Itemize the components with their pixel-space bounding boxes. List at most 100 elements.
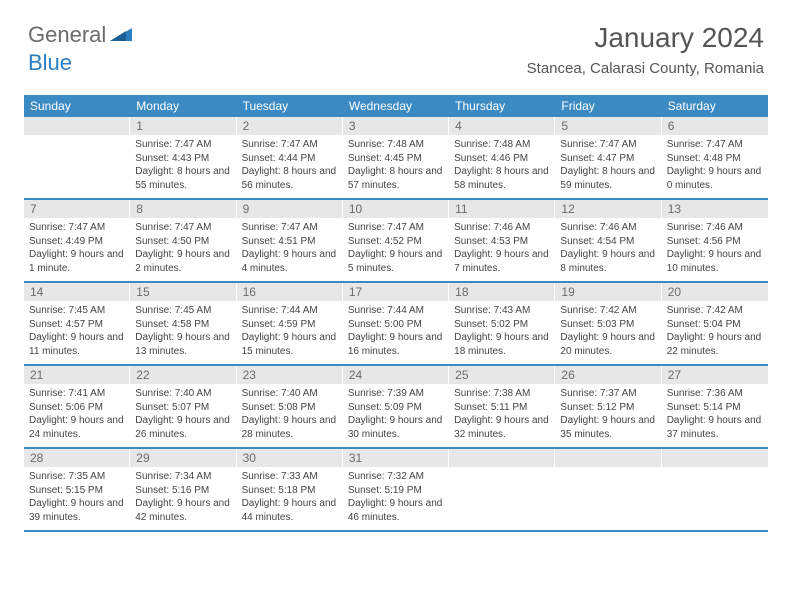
sunrise-text: Sunrise: 7:47 AM	[29, 221, 125, 235]
daylight-text: Daylight: 9 hours and 37 minutes.	[667, 414, 763, 441]
sunrise-text: Sunrise: 7:40 AM	[135, 387, 231, 401]
day-data: Sunrise: 7:40 AMSunset: 5:07 PMDaylight:…	[130, 384, 236, 447]
daylight-text: Daylight: 9 hours and 15 minutes.	[242, 331, 338, 358]
sunrise-text: Sunrise: 7:47 AM	[560, 138, 656, 152]
sunset-text: Sunset: 4:49 PM	[29, 235, 125, 249]
sunset-text: Sunset: 4:46 PM	[454, 152, 550, 166]
day-data: Sunrise: 7:45 AMSunset: 4:57 PMDaylight:…	[24, 301, 130, 364]
daylight-text: Daylight: 9 hours and 24 minutes.	[29, 414, 125, 441]
daylight-text: Daylight: 8 hours and 57 minutes.	[348, 165, 444, 192]
sunrise-text: Sunrise: 7:37 AM	[560, 387, 656, 401]
day-data: Sunrise: 7:47 AMSunset: 4:50 PMDaylight:…	[130, 218, 236, 281]
daylight-text: Daylight: 9 hours and 42 minutes.	[135, 497, 231, 524]
sunset-text: Sunset: 4:51 PM	[242, 235, 338, 249]
day-number: 23	[237, 366, 343, 384]
sunset-text: Sunset: 5:19 PM	[348, 484, 444, 498]
daylight-text: Daylight: 9 hours and 10 minutes.	[667, 248, 763, 275]
sunset-text: Sunset: 4:50 PM	[135, 235, 231, 249]
sunset-text: Sunset: 5:03 PM	[560, 318, 656, 332]
daylight-text: Daylight: 9 hours and 32 minutes.	[454, 414, 550, 441]
day-data: Sunrise: 7:47 AMSunset: 4:51 PMDaylight:…	[237, 218, 343, 281]
weekday-header: Monday	[130, 95, 236, 117]
month-title: January 2024	[527, 22, 764, 54]
day-number: 6	[662, 117, 768, 135]
sunset-text: Sunset: 4:56 PM	[667, 235, 763, 249]
sunset-text: Sunset: 4:57 PM	[29, 318, 125, 332]
location-subtitle: Stancea, Calarasi County, Romania	[527, 60, 764, 77]
sunrise-text: Sunrise: 7:44 AM	[242, 304, 338, 318]
day-data: Sunrise: 7:47 AMSunset: 4:48 PMDaylight:…	[662, 135, 768, 198]
day-data	[662, 467, 768, 530]
sunrise-text: Sunrise: 7:47 AM	[348, 221, 444, 235]
sunset-text: Sunset: 4:52 PM	[348, 235, 444, 249]
day-number: 13	[662, 200, 768, 218]
daylight-text: Daylight: 9 hours and 44 minutes.	[242, 497, 338, 524]
sunset-text: Sunset: 5:09 PM	[348, 401, 444, 415]
sunset-text: Sunset: 5:07 PM	[135, 401, 231, 415]
sunset-text: Sunset: 5:12 PM	[560, 401, 656, 415]
day-number: 15	[130, 283, 236, 301]
sunrise-text: Sunrise: 7:36 AM	[667, 387, 763, 401]
brand-part2: Blue	[28, 50, 72, 75]
day-number: 11	[449, 200, 555, 218]
weekday-header: Saturday	[662, 95, 768, 117]
day-number: 3	[343, 117, 449, 135]
day-number: 31	[343, 449, 449, 467]
sunrise-text: Sunrise: 7:46 AM	[560, 221, 656, 235]
day-number: 24	[343, 366, 449, 384]
weekday-header: Sunday	[24, 95, 130, 117]
sunset-text: Sunset: 4:45 PM	[348, 152, 444, 166]
daylight-text: Daylight: 9 hours and 20 minutes.	[560, 331, 656, 358]
daylight-text: Daylight: 9 hours and 7 minutes.	[454, 248, 550, 275]
sunset-text: Sunset: 4:54 PM	[560, 235, 656, 249]
sunset-text: Sunset: 4:58 PM	[135, 318, 231, 332]
day-number: 19	[555, 283, 661, 301]
day-data: Sunrise: 7:42 AMSunset: 5:04 PMDaylight:…	[662, 301, 768, 364]
day-data: Sunrise: 7:48 AMSunset: 4:45 PMDaylight:…	[343, 135, 449, 198]
day-number: 12	[555, 200, 661, 218]
week-row: 14151617181920Sunrise: 7:45 AMSunset: 4:…	[24, 283, 768, 366]
day-data	[24, 135, 130, 198]
sunrise-text: Sunrise: 7:47 AM	[135, 138, 231, 152]
day-data: Sunrise: 7:47 AMSunset: 4:43 PMDaylight:…	[130, 135, 236, 198]
daylight-text: Daylight: 9 hours and 4 minutes.	[242, 248, 338, 275]
sunrise-text: Sunrise: 7:33 AM	[242, 470, 338, 484]
sunset-text: Sunset: 5:04 PM	[667, 318, 763, 332]
day-data: Sunrise: 7:47 AMSunset: 4:49 PMDaylight:…	[24, 218, 130, 281]
sunrise-text: Sunrise: 7:41 AM	[29, 387, 125, 401]
sunrise-text: Sunrise: 7:39 AM	[348, 387, 444, 401]
sunrise-text: Sunrise: 7:47 AM	[242, 221, 338, 235]
day-number	[24, 117, 130, 135]
sunset-text: Sunset: 5:00 PM	[348, 318, 444, 332]
day-data: Sunrise: 7:44 AMSunset: 4:59 PMDaylight:…	[237, 301, 343, 364]
day-number: 9	[237, 200, 343, 218]
day-data: Sunrise: 7:44 AMSunset: 5:00 PMDaylight:…	[343, 301, 449, 364]
sunrise-text: Sunrise: 7:35 AM	[29, 470, 125, 484]
day-data: Sunrise: 7:47 AMSunset: 4:47 PMDaylight:…	[555, 135, 661, 198]
day-number: 1	[130, 117, 236, 135]
daylight-text: Daylight: 8 hours and 56 minutes.	[242, 165, 338, 192]
daylight-text: Daylight: 8 hours and 55 minutes.	[135, 165, 231, 192]
day-data: Sunrise: 7:39 AMSunset: 5:09 PMDaylight:…	[343, 384, 449, 447]
sunrise-text: Sunrise: 7:34 AM	[135, 470, 231, 484]
title-block: January 2024 Stancea, Calarasi County, R…	[527, 22, 764, 77]
day-data: Sunrise: 7:46 AMSunset: 4:54 PMDaylight:…	[555, 218, 661, 281]
day-number: 2	[237, 117, 343, 135]
week-row: 78910111213Sunrise: 7:47 AMSunset: 4:49 …	[24, 200, 768, 283]
weekday-header: Wednesday	[343, 95, 449, 117]
sunset-text: Sunset: 5:11 PM	[454, 401, 550, 415]
daylight-text: Daylight: 9 hours and 0 minutes.	[667, 165, 763, 192]
sunset-text: Sunset: 5:02 PM	[454, 318, 550, 332]
daylight-text: Daylight: 9 hours and 5 minutes.	[348, 248, 444, 275]
day-number: 29	[130, 449, 236, 467]
sunset-text: Sunset: 5:15 PM	[29, 484, 125, 498]
sunset-text: Sunset: 4:53 PM	[454, 235, 550, 249]
sunset-text: Sunset: 5:16 PM	[135, 484, 231, 498]
brand-logo: General	[28, 22, 134, 48]
day-number: 7	[24, 200, 130, 218]
sunrise-text: Sunrise: 7:45 AM	[135, 304, 231, 318]
day-data: Sunrise: 7:47 AMSunset: 4:52 PMDaylight:…	[343, 218, 449, 281]
page-header: General January 2024 Stancea, Calarasi C…	[0, 0, 792, 85]
weekday-header-row: Sunday Monday Tuesday Wednesday Thursday…	[24, 95, 768, 117]
daylight-text: Daylight: 9 hours and 11 minutes.	[29, 331, 125, 358]
